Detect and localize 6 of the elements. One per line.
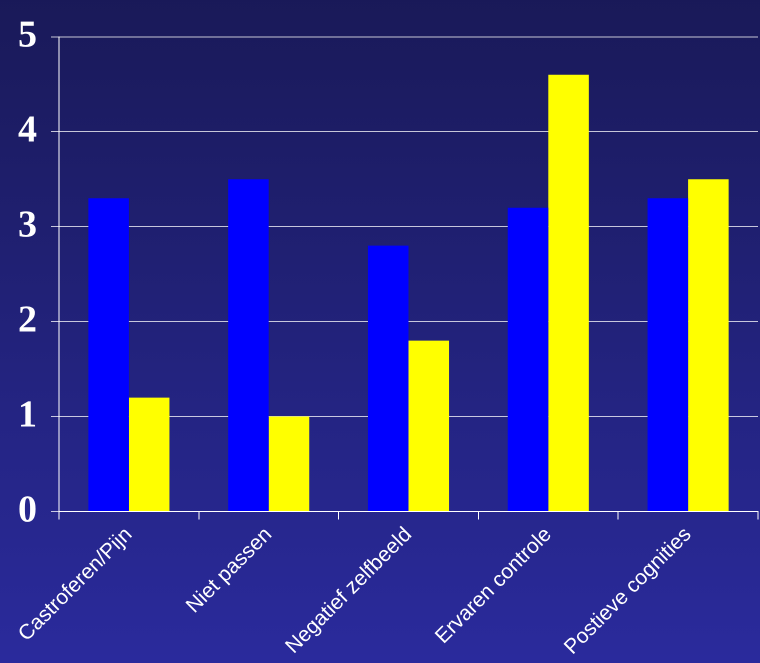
y-tick-label: 5	[18, 14, 37, 56]
y-tick-label: 1	[18, 393, 37, 436]
y-tick-label: 0	[18, 488, 37, 530]
y-tick-label: 3	[18, 203, 37, 246]
y-tick-label: 2	[18, 298, 37, 340]
y-tick-label: 4	[18, 108, 37, 151]
